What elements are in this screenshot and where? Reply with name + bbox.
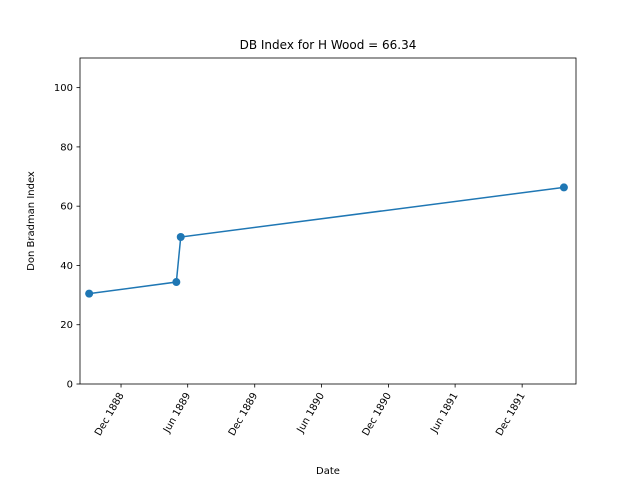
y-tick-label: 40 [60,261,73,272]
y-tick-label: 80 [60,142,73,153]
y-axis-label: Don Bradman Index [26,171,37,271]
data-point [85,289,94,298]
data-point [176,233,185,242]
axes-frame [79,57,577,385]
y-tick-label: 20 [60,320,73,331]
data-point [559,183,568,192]
y-tick-label: 100 [54,83,73,94]
series-line [89,186,565,295]
chart-title: DB Index for H Wood = 66.34 [240,38,417,52]
x-axis-label: Date [316,466,340,477]
y-tick-label: 60 [60,202,73,213]
data-point [172,278,181,287]
y-tick-label: 0 [67,380,73,391]
